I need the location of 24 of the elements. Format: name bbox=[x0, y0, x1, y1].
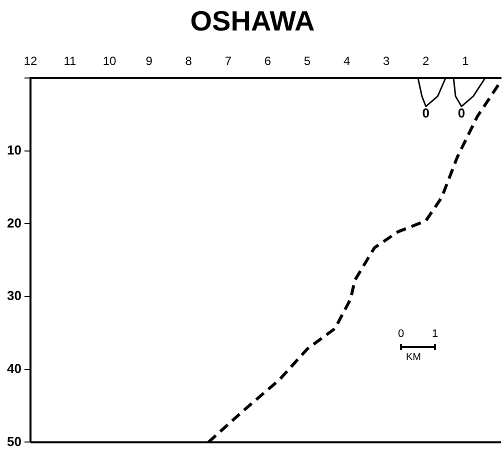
scale-bar: 0 1 KM bbox=[400, 328, 438, 366]
x-tick-label: 3 bbox=[382, 54, 390, 68]
annotation: 0 bbox=[422, 105, 430, 120]
x-tick-label: 12 bbox=[24, 54, 38, 68]
x-tick-label: 2 bbox=[422, 54, 430, 68]
annotation: 0 bbox=[398, 328, 404, 340]
x-tick-label: 8 bbox=[185, 54, 192, 68]
x-tick-label: 4 bbox=[343, 54, 350, 68]
annotation: 0 bbox=[458, 105, 466, 120]
y-tick-label: 40 bbox=[6, 360, 22, 376]
y-tick-label: 10 bbox=[6, 142, 22, 158]
y-tick-label: 30 bbox=[6, 288, 22, 304]
chart-title: OSHAWA bbox=[190, 6, 315, 37]
x-tick-label: 6 bbox=[264, 54, 272, 68]
annotation: KM bbox=[406, 352, 421, 363]
x-tick-label: 10 bbox=[102, 54, 117, 68]
y-tick-label: 50 bbox=[6, 434, 22, 449]
y-tick-label: 20 bbox=[6, 215, 22, 230]
annotation: 1 bbox=[432, 328, 438, 340]
x-tick-label: 1 bbox=[462, 54, 470, 68]
x-tick-label: 9 bbox=[146, 54, 153, 68]
x-tick-label: 11 bbox=[64, 54, 77, 68]
x-tick-label: 5 bbox=[304, 54, 311, 68]
x-tick-label: 7 bbox=[224, 54, 232, 68]
